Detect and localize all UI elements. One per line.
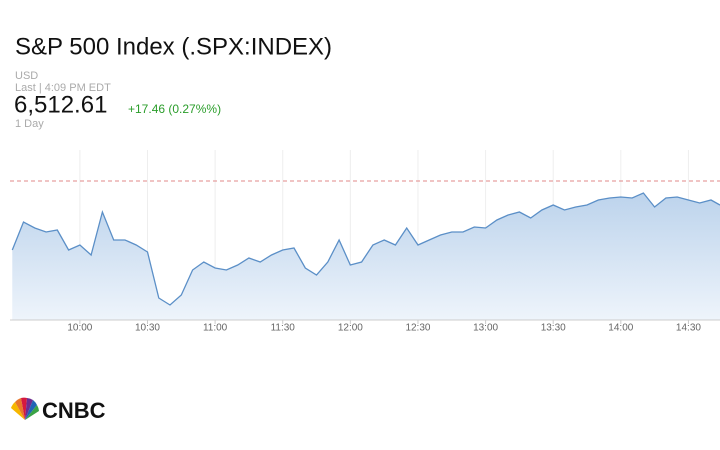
logo-icon xyxy=(11,397,39,420)
x-tick-label: 12:00 xyxy=(338,323,363,334)
x-tick-label: 11:00 xyxy=(203,323,228,334)
x-tick-label: 11:30 xyxy=(271,323,296,334)
x-tick-label: 13:00 xyxy=(473,323,498,334)
x-tick-label: 14:00 xyxy=(608,323,633,334)
currency: USD xyxy=(15,70,38,82)
logo-text: CNBC xyxy=(42,398,106,423)
x-tick-label: 12:30 xyxy=(405,323,430,334)
x-tick-label: 10:30 xyxy=(135,323,160,334)
x-tick-label: 10:00 xyxy=(67,323,92,334)
last-time: Last | 4:09 PM EDT xyxy=(15,82,111,94)
area xyxy=(12,193,720,320)
change: +17.46 (0.27%%) xyxy=(128,102,221,116)
plot: 10:00 10:30 11:00 11:30 12:00 12:30 13:00 13:30… xyxy=(10,150,720,334)
x-tick-label: 14:30 xyxy=(676,323,701,334)
price: 6,512.61 xyxy=(14,91,107,118)
title: S&P 500 Index (.SPX:INDEX) xyxy=(15,33,332,60)
x-tick-label: 13:30 xyxy=(541,323,566,334)
period: 1 Day xyxy=(15,118,44,130)
price-line xyxy=(11,192,720,306)
